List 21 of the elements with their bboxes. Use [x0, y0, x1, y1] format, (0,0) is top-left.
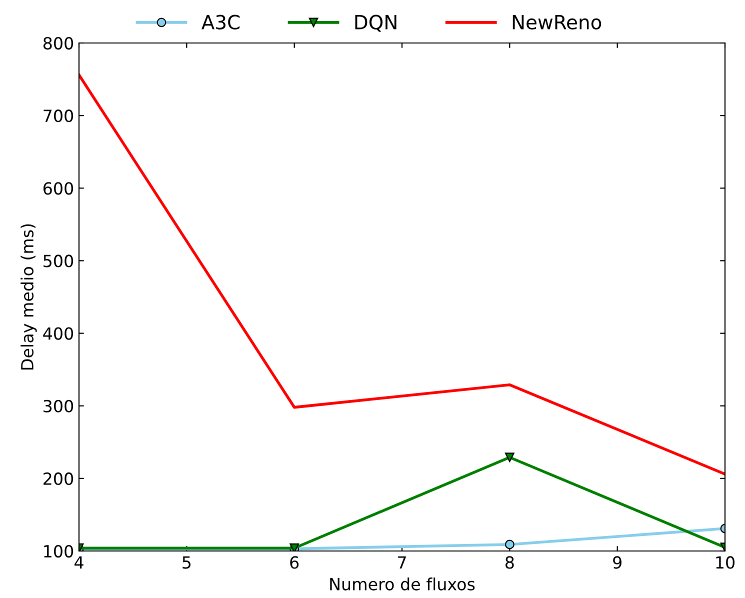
legend-label: NewReno — [512, 15, 602, 30]
x-tick-label: 5 — [182, 556, 191, 569]
y-tick-label: 600 — [43, 182, 74, 195]
y-tick-label: 400 — [43, 327, 74, 340]
y-tick-label: 700 — [44, 110, 74, 122]
y-tick-label: 200 — [44, 472, 74, 485]
x-tick-label: 4 — [74, 556, 84, 569]
line-series — [79, 74, 725, 476]
x-tick-label: 9 — [613, 556, 622, 569]
legend-label: DQN — [355, 14, 396, 32]
y-tick-label: 300 — [44, 400, 74, 412]
x-tick-label: 6 — [290, 556, 299, 569]
x-tick-label: 8 — [505, 556, 514, 569]
y-tick-label: 500 — [44, 254, 74, 268]
legend-label: A3C — [202, 14, 240, 30]
x-tick-label: 10 — [716, 556, 734, 569]
y-tick-label: 800 — [43, 36, 74, 50]
y-tick-label: 100 — [44, 544, 74, 558]
x-tick-label: 7 — [398, 556, 406, 569]
x-axis-title: Numero de fluxos — [330, 578, 475, 590]
y-axis-title: Delay medio (ms) — [20, 224, 37, 370]
